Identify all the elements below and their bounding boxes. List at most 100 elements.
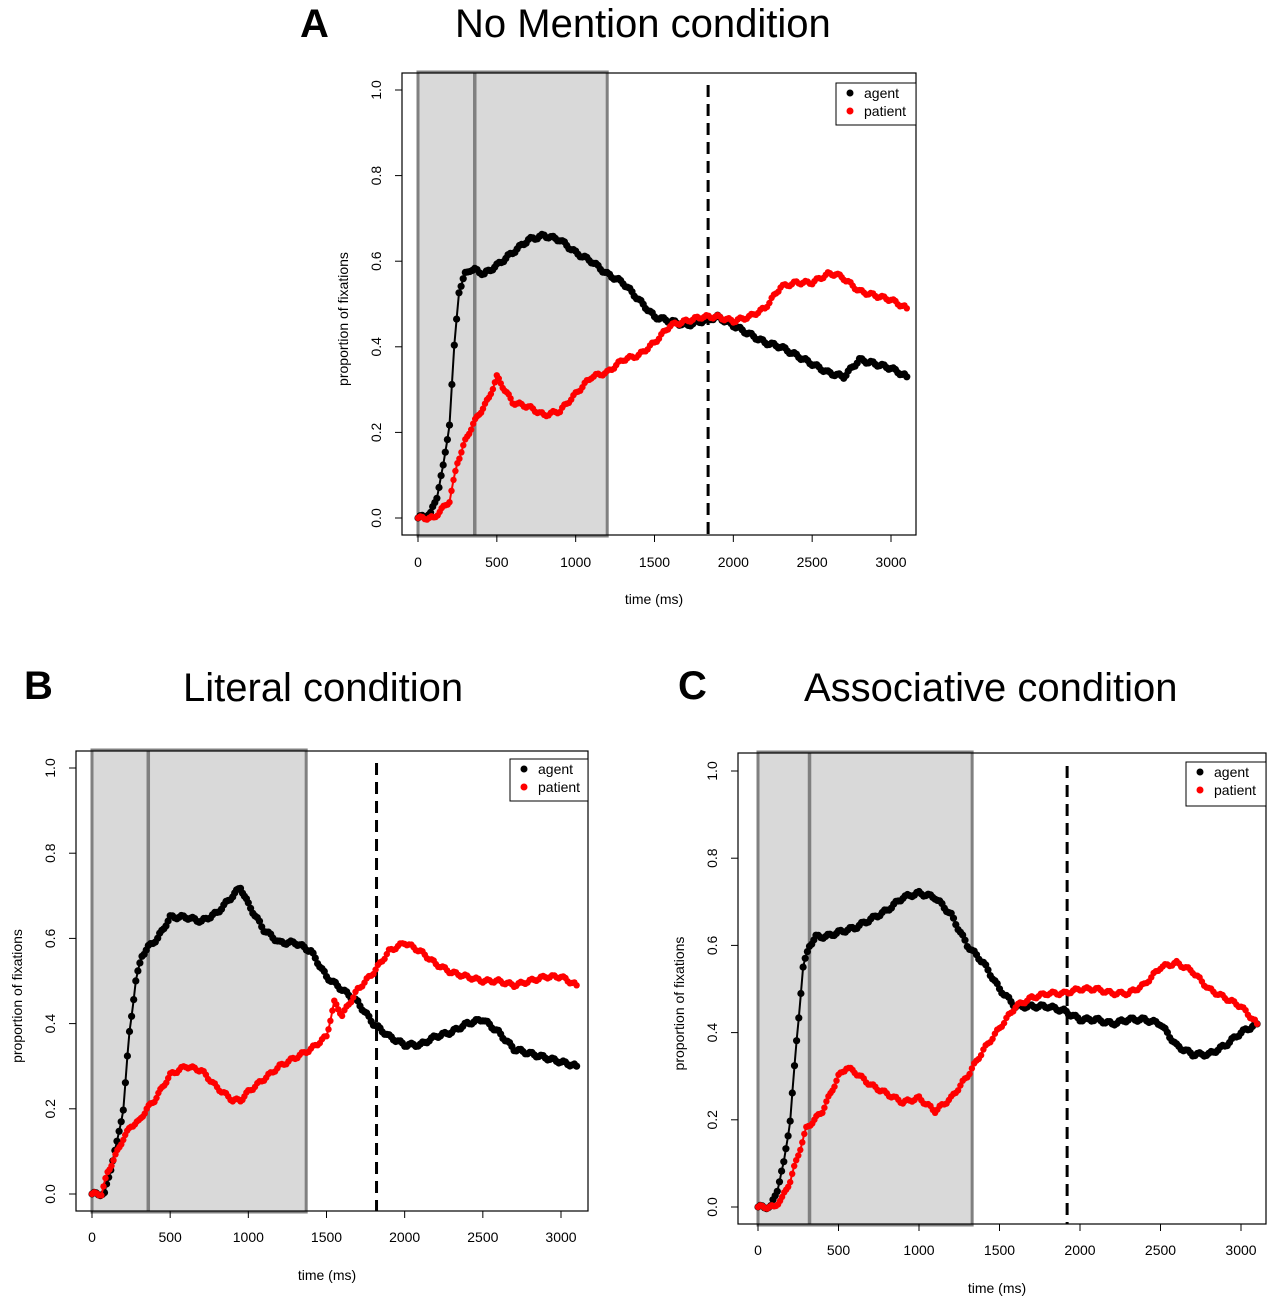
data-point-agent-b-13: [115, 1127, 123, 1135]
data-point-patient-c-32: [821, 1104, 828, 1111]
data-point-agent-c-13: [782, 1145, 790, 1153]
data-point-agent-a-17: [450, 341, 458, 349]
data-point-patient-a-223: [903, 305, 910, 312]
x-tick-label-b-2500: 2500: [467, 1229, 498, 1245]
data-point-patient-c-22: [801, 1130, 808, 1138]
data-point-agent-b-19: [128, 1012, 136, 1020]
data-point-patient-a-32: [479, 405, 487, 412]
data-point-patient-c-97: [966, 1070, 973, 1078]
data-point-agent-b-103: [311, 954, 319, 962]
data-point-agent-b-16: [121, 1079, 129, 1087]
panel-letter-b: B: [24, 664, 53, 708]
data-point-patient-b-4: [98, 1192, 105, 1199]
data-point-patient-b-118: [338, 1012, 346, 1020]
y-tick-label-a-0.2: 0.2: [368, 422, 384, 442]
data-point-agent-a-11: [437, 472, 445, 480]
legend-marker-agent-a: [846, 89, 854, 97]
x-axis-label-a: time (ms): [625, 591, 683, 607]
data-point-patient-a-20: [456, 455, 463, 462]
data-point-patient-a-36: [487, 390, 495, 398]
x-tick-label-b-1000: 1000: [233, 1229, 264, 1245]
data-point-patient-c-102: [977, 1052, 985, 1059]
data-point-patient-c-222: [1253, 1020, 1261, 1028]
data-point-patient-c-112: [1000, 1019, 1008, 1027]
data-point-agent-c-9: [773, 1187, 781, 1195]
data-point-agent-c-87: [949, 914, 958, 922]
x-tick-label-c-3000: 3000: [1225, 1242, 1256, 1258]
legend-marker-patient-a: [846, 107, 854, 115]
data-point-patient-c-107: [989, 1035, 996, 1043]
x-tick-label-b-3000: 3000: [545, 1229, 576, 1245]
legend-marker-agent-b: [520, 765, 528, 773]
data-point-agent-c-12: [780, 1158, 788, 1166]
data-point-patient-b-123: [350, 994, 357, 1001]
data-point-agent-c-16: [788, 1089, 796, 1097]
data-point-patient-b-6: [102, 1174, 109, 1182]
data-point-patient-a-40: [495, 375, 502, 382]
data-point-agent-a-14: [443, 436, 451, 444]
data-point-patient-a-22: [460, 442, 467, 449]
data-point-patient-b-9: [108, 1162, 115, 1170]
data-point-agent-c-11: [778, 1167, 786, 1175]
x-tick-label-c-2000: 2000: [1064, 1242, 1095, 1258]
y-tick-label-c-0.8: 0.8: [704, 848, 720, 868]
data-point-agent-a-218: [903, 373, 911, 381]
shaded-region-a: [416, 70, 609, 538]
data-point-patient-c-38: [833, 1077, 840, 1084]
data-point-agent-a-19: [455, 289, 463, 297]
data-point-patient-a-18: [452, 467, 459, 475]
data-point-agent-c-102: [984, 966, 992, 974]
data-point-agent-a-13: [441, 448, 449, 456]
data-point-patient-a-161: [766, 299, 773, 307]
x-tick-label-c-1000: 1000: [903, 1242, 934, 1258]
data-point-patient-c-15: [787, 1178, 794, 1186]
data-point-patient-c-16: [789, 1170, 796, 1178]
y-tick-label-c-0.4: 0.4: [704, 1023, 720, 1043]
data-point-agent-c-22: [801, 954, 809, 962]
data-point-agent-c-20: [797, 989, 805, 998]
data-point-agent-b-15: [119, 1106, 127, 1114]
y-tick-label-a-0.8: 0.8: [368, 166, 384, 186]
data-point-patient-b-112: [327, 1017, 334, 1024]
data-point-patient-a-17: [450, 476, 457, 484]
data-point-agent-c-19: [795, 1014, 803, 1022]
data-point-patient-b-122: [347, 999, 355, 1006]
x-tick-label-c-0: 0: [754, 1242, 762, 1258]
data-point-patient-a-21: [458, 449, 465, 456]
y-tick-label-b-0.4: 0.4: [42, 1014, 58, 1034]
data-point-agent-c-18: [793, 1037, 801, 1045]
data-point-patient-a-46: [507, 395, 514, 402]
data-point-agent-c-21: [799, 963, 807, 971]
legend-label-agent-c: agent: [1214, 764, 1249, 780]
data-point-patient-a-26: [468, 426, 475, 433]
x-tick-label-b-0: 0: [88, 1229, 96, 1245]
data-point-patient-c-33: [823, 1098, 830, 1105]
y-axis-label-a: proportion of fixations: [335, 252, 351, 386]
x-tick-label-a-0: 0: [414, 554, 422, 570]
data-point-patient-c-93: [957, 1082, 964, 1089]
y-tick-label-b-1.0: 1.0: [42, 758, 58, 778]
panel-title-b: Literal condition: [183, 666, 464, 710]
y-axis-label-c: proportion of fixations: [671, 937, 687, 1071]
shaded-region-c: [756, 750, 974, 1227]
x-tick-label-a-2000: 2000: [718, 554, 749, 570]
data-point-agent-c-14: [784, 1132, 792, 1140]
data-point-patient-c-19: [795, 1152, 802, 1159]
x-axis-label-c: time (ms): [968, 1280, 1026, 1296]
data-point-patient-b-113: [329, 1007, 336, 1014]
y-tick-label-c-0.0: 0.0: [704, 1197, 720, 1217]
data-point-patient-b-5: [100, 1183, 107, 1190]
x-tick-label-c-1500: 1500: [984, 1242, 1015, 1258]
x-tick-label-a-500: 500: [485, 554, 509, 570]
data-point-patient-c-31: [819, 1109, 826, 1117]
data-point-agent-a-10: [435, 483, 443, 492]
data-point-patient-c-98: [968, 1065, 976, 1072]
data-point-patient-b-223: [573, 982, 580, 989]
data-point-patient-b-133: [372, 966, 379, 973]
data-point-agent-a-20: [457, 282, 465, 290]
data-point-agent-b-14: [117, 1118, 125, 1126]
legend-marker-patient-b: [520, 783, 528, 791]
data-point-patient-b-10: [110, 1157, 117, 1164]
y-tick-label-c-0.6: 0.6: [704, 935, 720, 955]
